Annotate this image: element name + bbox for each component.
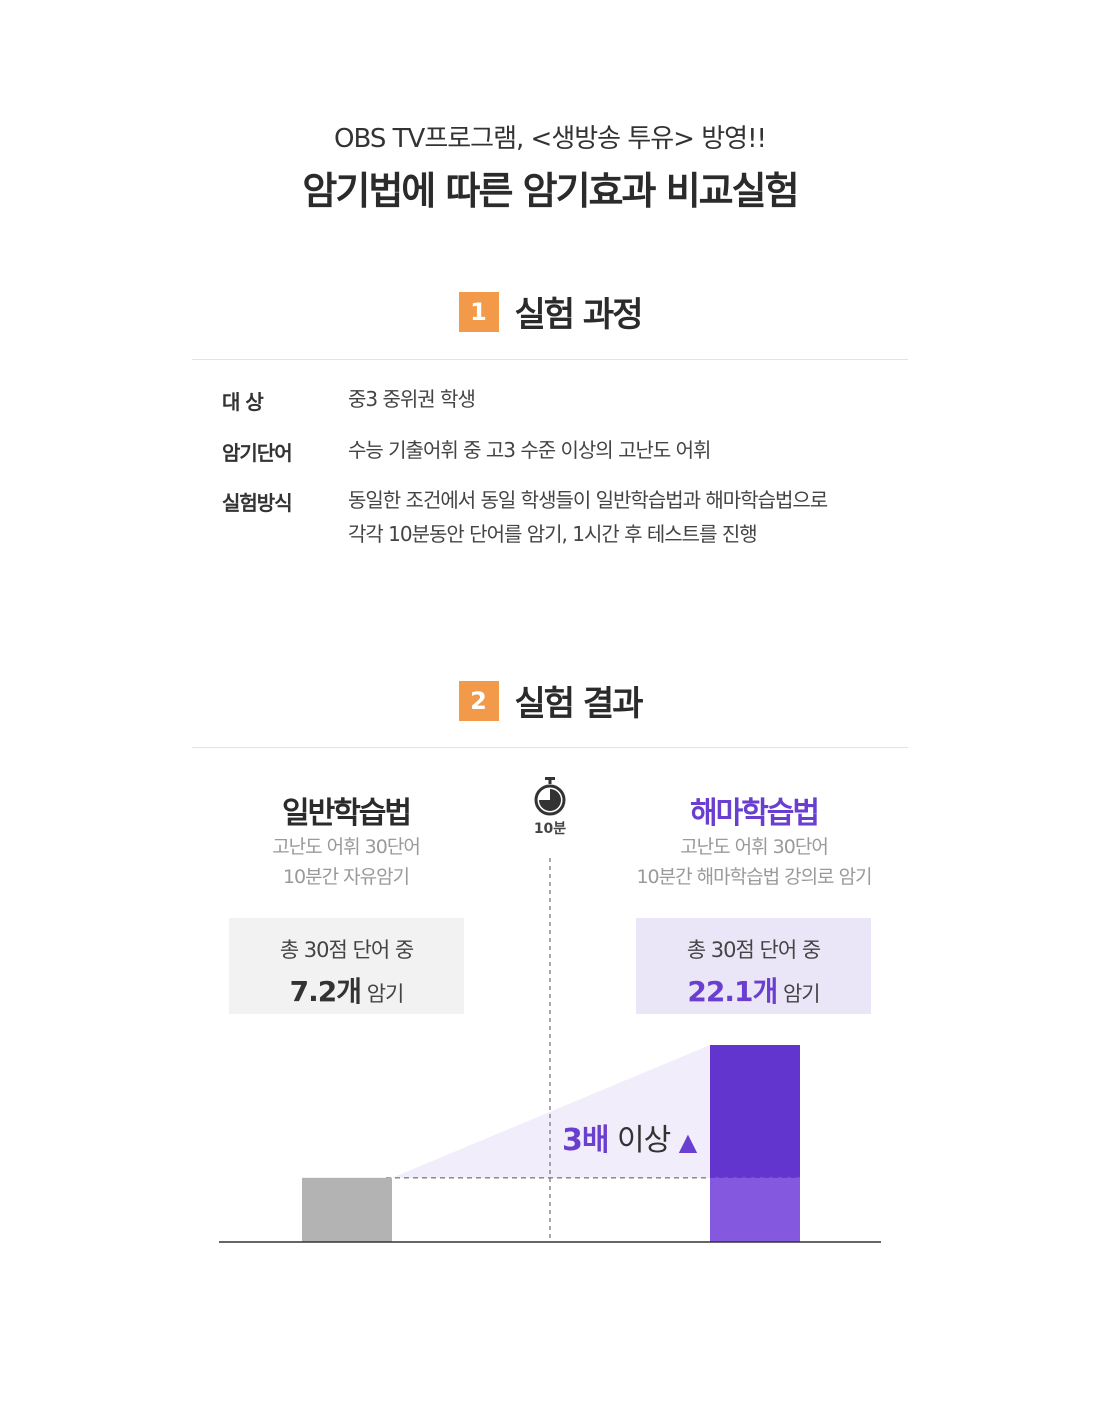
info-value-method-line1: 동일한 조건에서 동일 학생들이 일반학습법과 해마학습법으로 xyxy=(348,488,828,512)
section-1-number: 1 xyxy=(458,291,499,332)
timer-label: 10분 xyxy=(533,821,567,837)
bar-haema-base xyxy=(710,1177,800,1242)
result-box-left: 총 30점 단어 중 7.2개 암기 xyxy=(229,918,464,1014)
result-box-right: 총 30점 단어 중 22.1개 암기 xyxy=(636,918,871,1014)
section-1-title: 실험 과정 xyxy=(514,295,644,335)
section-1-header: 1 실험 과정 xyxy=(0,287,1100,336)
divider xyxy=(192,359,908,360)
info-label-target: 대 상 xyxy=(222,390,264,414)
result-right-line2: 22.1개 암기 xyxy=(636,970,871,1010)
result-left-value: 7.2개 xyxy=(289,975,362,1008)
bar-haema-gain xyxy=(710,1045,800,1178)
subtitle: OBS TV프로그램, <생방송 투유> 방영!! xyxy=(334,124,767,154)
info-value-target: 중3 중위권 학생 xyxy=(348,387,476,411)
info-label-method: 실험방식 xyxy=(222,491,293,515)
info-value-method: 동일한 조건에서 동일 학생들이 일반학습법과 해마학습법으로 각각 10분동안… xyxy=(348,483,908,551)
bar-general xyxy=(302,1177,392,1242)
multiplier-suffix: 이상 xyxy=(617,1123,671,1158)
result-right-suffix: 암기 xyxy=(782,982,821,1006)
multiplier-value: 3배 xyxy=(562,1123,609,1158)
method-left-desc-line2: 10분간 자유암기 xyxy=(282,866,410,888)
divider xyxy=(192,747,908,748)
method-right-title: 해마학습법 xyxy=(690,796,820,831)
method-right-desc-line2: 10분간 해마학습법 강의로 암기 xyxy=(636,866,872,888)
result-left-suffix: 암기 xyxy=(366,982,405,1006)
method-right-desc: 고난도 어휘 30단어 10분간 해마학습법 강의로 암기 xyxy=(574,832,934,892)
multiplier-label: 3배 이상 ▲ xyxy=(562,1115,697,1159)
page-title: 암기법에 따른 암기효과 비교실험 xyxy=(302,169,799,213)
method-left-desc-line1: 고난도 어휘 30단어 xyxy=(272,836,421,858)
up-triangle-icon: ▲ xyxy=(678,1128,697,1156)
info-value-words: 수능 기출어휘 중 고3 수준 이상의 고난도 어휘 xyxy=(348,438,711,462)
method-left-title: 일반학습법 xyxy=(282,796,412,831)
info-label-words: 암기단어 xyxy=(222,441,293,465)
info-value-method-line2: 각각 10분동안 단어를 암기, 1시간 후 테스트를 진행 xyxy=(348,522,758,546)
result-right-line1: 총 30점 단어 중 xyxy=(686,938,821,962)
gain-wedge xyxy=(392,1045,710,1178)
method-left-desc: 고난도 어휘 30단어 10분간 자유암기 xyxy=(166,832,526,892)
section-2-title: 실험 결과 xyxy=(514,684,644,724)
section-2-number: 2 xyxy=(458,680,499,721)
method-right-desc-line1: 고난도 어휘 30단어 xyxy=(680,836,829,858)
result-right-value: 22.1개 xyxy=(687,975,778,1008)
section-2-header: 2 실험 결과 xyxy=(0,676,1100,725)
stopwatch-icon xyxy=(534,777,566,816)
result-left-line1: 총 30점 단어 중 xyxy=(279,938,414,962)
result-left-line2: 7.2개 암기 xyxy=(229,970,464,1010)
